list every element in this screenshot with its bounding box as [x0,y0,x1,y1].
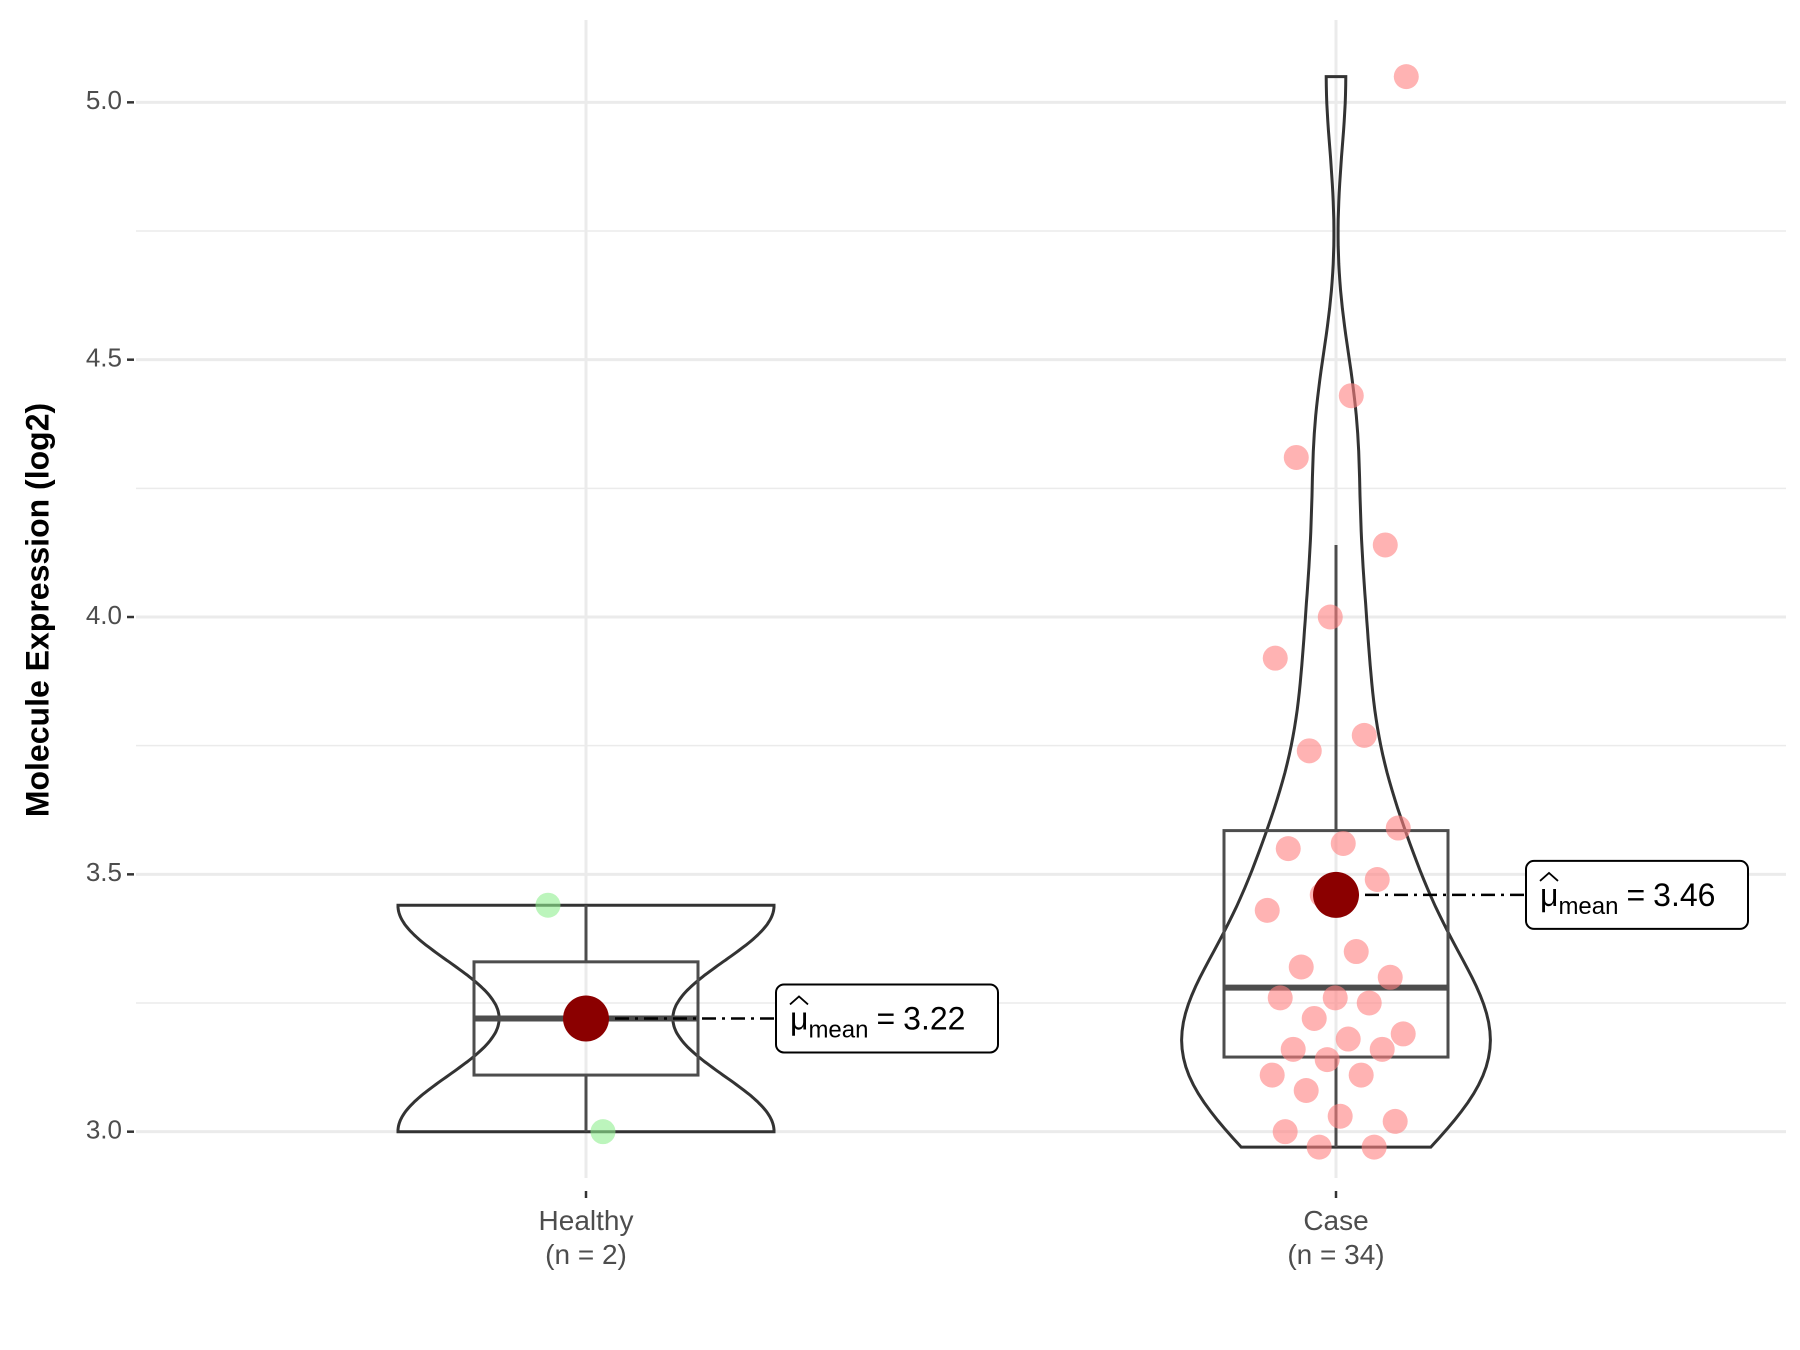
mean-label: μmean = 3.22 [790,1000,965,1043]
mean-subscript: mean [808,1016,868,1043]
data-point [590,1119,616,1145]
mean-label: μmean = 3.46 [1540,877,1715,920]
y-tick-label: 4.5 [86,343,122,373]
data-point [1262,645,1288,671]
data-point [1259,1062,1285,1088]
y-tick-label: 3.5 [86,857,122,887]
mean-label-box [775,983,999,1054]
data-point [1267,985,1293,1011]
x-tick-note: (n = 34) [1287,1239,1384,1270]
violin [1180,75,1492,1149]
data-point [1275,836,1301,862]
data-point [1361,1134,1387,1160]
data-point [1351,722,1377,748]
mean-hat [789,995,809,1006]
data-point [1301,1005,1327,1031]
mean-value: 3.22 [903,1000,965,1036]
data-point [535,892,561,918]
data-point [1348,1062,1374,1088]
data-point [1280,1036,1306,1062]
mean-hat [1539,871,1559,882]
mean-symbol: μ [790,1000,808,1036]
data-point [1356,990,1382,1016]
mean-subscript: mean [1558,893,1618,920]
data-point [1296,738,1322,764]
mean-symbol: μ [1540,877,1558,913]
data-point [1254,897,1280,923]
x-tick-label: Healthy [539,1205,634,1236]
data-point [1382,1108,1408,1134]
data-point [1314,1047,1340,1073]
data-point [1372,532,1398,558]
data-point [1272,1119,1298,1145]
data-point [1385,815,1411,841]
data-point [1343,939,1369,965]
mean-equals: = [1626,877,1645,913]
data-point [1364,866,1390,892]
y-tick-label: 3.0 [86,1115,122,1145]
mean-point [563,995,609,1042]
y-axis-label: Molecule Expression (log2) [19,403,55,817]
mean-label-box [1525,859,1749,930]
data-point [1369,1036,1395,1062]
data-point [1293,1078,1319,1104]
mean-equals: = [876,1000,895,1036]
data-point [1288,954,1314,980]
data-point [1377,964,1403,990]
data-point [1327,1103,1353,1129]
data-point [1306,1134,1332,1160]
data-point [1330,830,1356,856]
x-tick-label: Case [1303,1205,1368,1236]
data-point [1335,1026,1361,1052]
x-tick-note: (n = 2) [545,1239,627,1270]
y-tick-label: 5.0 [86,85,122,115]
data-point [1393,64,1419,90]
data-point [1317,604,1343,630]
data-point [1338,383,1364,409]
y-tick-label: 4.0 [86,600,122,630]
data-point [1283,444,1309,470]
data-point [1390,1021,1416,1047]
data-point [1322,985,1348,1011]
mean-value: 3.46 [1653,877,1715,913]
mean-point [1313,871,1359,918]
